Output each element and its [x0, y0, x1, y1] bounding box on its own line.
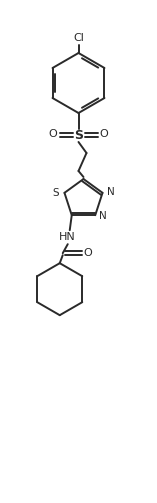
- Text: N: N: [99, 211, 107, 221]
- Text: O: O: [100, 129, 108, 139]
- Text: O: O: [49, 129, 57, 139]
- Text: O: O: [84, 248, 92, 258]
- Text: Cl: Cl: [73, 33, 84, 43]
- Text: S: S: [74, 128, 83, 141]
- Text: S: S: [53, 188, 60, 198]
- Text: HN: HN: [59, 232, 76, 242]
- Text: N: N: [106, 187, 114, 197]
